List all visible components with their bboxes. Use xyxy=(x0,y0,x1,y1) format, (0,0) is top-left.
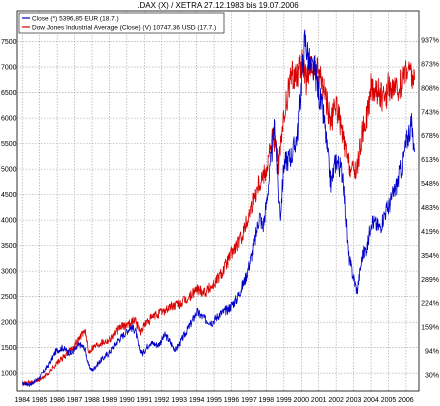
x-tick-label: 1990 xyxy=(119,397,135,404)
x-tick-label: 1992 xyxy=(154,397,170,404)
legend-box xyxy=(18,12,225,34)
x-tick-label: 1996 xyxy=(224,397,240,404)
left-tick-label: 3000 xyxy=(1,269,17,276)
left-tick-label: 6000 xyxy=(1,116,17,123)
right-tick-label: 30% xyxy=(425,373,439,380)
x-tick-label: 2002 xyxy=(328,397,344,404)
x-tick-label: 2003 xyxy=(346,397,362,404)
right-tick-label: 289% xyxy=(421,277,439,284)
x-tick-label: 1995 xyxy=(206,397,222,404)
right-tick-label: 354% xyxy=(421,253,439,260)
legend-label-dax: Close (*) 5396,85 EUR (18.7.) xyxy=(32,16,119,23)
left-tick-label: 4500 xyxy=(1,192,17,199)
x-tick-label: 2005 xyxy=(381,397,397,404)
series-dax-line xyxy=(22,29,415,388)
left-tick-label: 5000 xyxy=(1,167,17,174)
right-tick-label: 808% xyxy=(421,85,439,92)
left-tick-label: 7500 xyxy=(1,39,17,46)
right-tick-label: 483% xyxy=(421,205,439,212)
series-layer xyxy=(22,29,415,388)
right-tick-label: 159% xyxy=(421,325,439,332)
left-tick-label: 1500 xyxy=(1,345,17,352)
right-axis: 30% 94% 159% 224% 289% 354% 419% 483% 548% 613% 67… xyxy=(421,38,439,380)
x-tick-label: 1987 xyxy=(67,397,83,404)
x-tick-label: 2000 xyxy=(293,397,309,404)
legend: Close (*) 5396,85 EUR (18.7.) Dow Jones … xyxy=(18,12,225,34)
right-tick-label: 613% xyxy=(421,157,439,164)
chart-title: .DAX (X) / XETRA 27.12.1983 bis 19.07.20… xyxy=(137,1,299,10)
x-tick-label: 1994 xyxy=(189,397,205,404)
left-tick-label: 3500 xyxy=(1,243,17,250)
right-tick-label: 419% xyxy=(421,229,439,236)
right-tick-label: 224% xyxy=(421,301,439,308)
x-tick-label: 1988 xyxy=(84,397,100,404)
right-tick-label: 94% xyxy=(425,349,439,356)
legend-label-dow: Dow Jones Industrial Average (Close) (V)… xyxy=(32,25,216,32)
x-tick-label: 1985 xyxy=(32,397,48,404)
series-dow-line xyxy=(22,49,415,386)
left-tick-label: 7000 xyxy=(1,65,17,72)
right-tick-label: 678% xyxy=(421,133,439,140)
x-tick-label: 1991 xyxy=(137,397,153,404)
right-tick-label: 937% xyxy=(421,38,439,45)
x-axis: 1984 1985 1986 1987 1988 1989 1990 1991 1992 1993… xyxy=(14,397,413,404)
left-tick-label: 5500 xyxy=(1,141,17,148)
left-tick-label: 2000 xyxy=(1,320,17,327)
x-tick-label: 2001 xyxy=(311,397,327,404)
x-tick-label: 1993 xyxy=(171,397,187,404)
left-axis: 1000 1500 2000 2500 3000 3500 4000 4500 5000 5500… xyxy=(1,39,17,378)
right-tick-label: 743% xyxy=(421,109,439,116)
x-tick-label: 1999 xyxy=(276,397,292,404)
x-tick-label: 1997 xyxy=(241,397,257,404)
x-tick-label: 1986 xyxy=(49,397,65,404)
left-tick-label: 2500 xyxy=(1,294,17,301)
left-tick-label: 4000 xyxy=(1,218,17,225)
x-tick-label: 1998 xyxy=(259,397,275,404)
right-tick-label: 873% xyxy=(421,61,439,68)
plot-frame xyxy=(16,10,420,392)
x-tick-label: 2004 xyxy=(363,397,379,404)
x-tick-label: 1984 xyxy=(14,397,30,404)
left-tick-label: 6500 xyxy=(1,90,17,97)
x-tick-label: 1989 xyxy=(102,397,118,404)
left-tick-label: 1000 xyxy=(1,371,17,378)
right-tick-label: 548% xyxy=(421,181,439,188)
x-tick-label: 2006 xyxy=(398,397,414,404)
